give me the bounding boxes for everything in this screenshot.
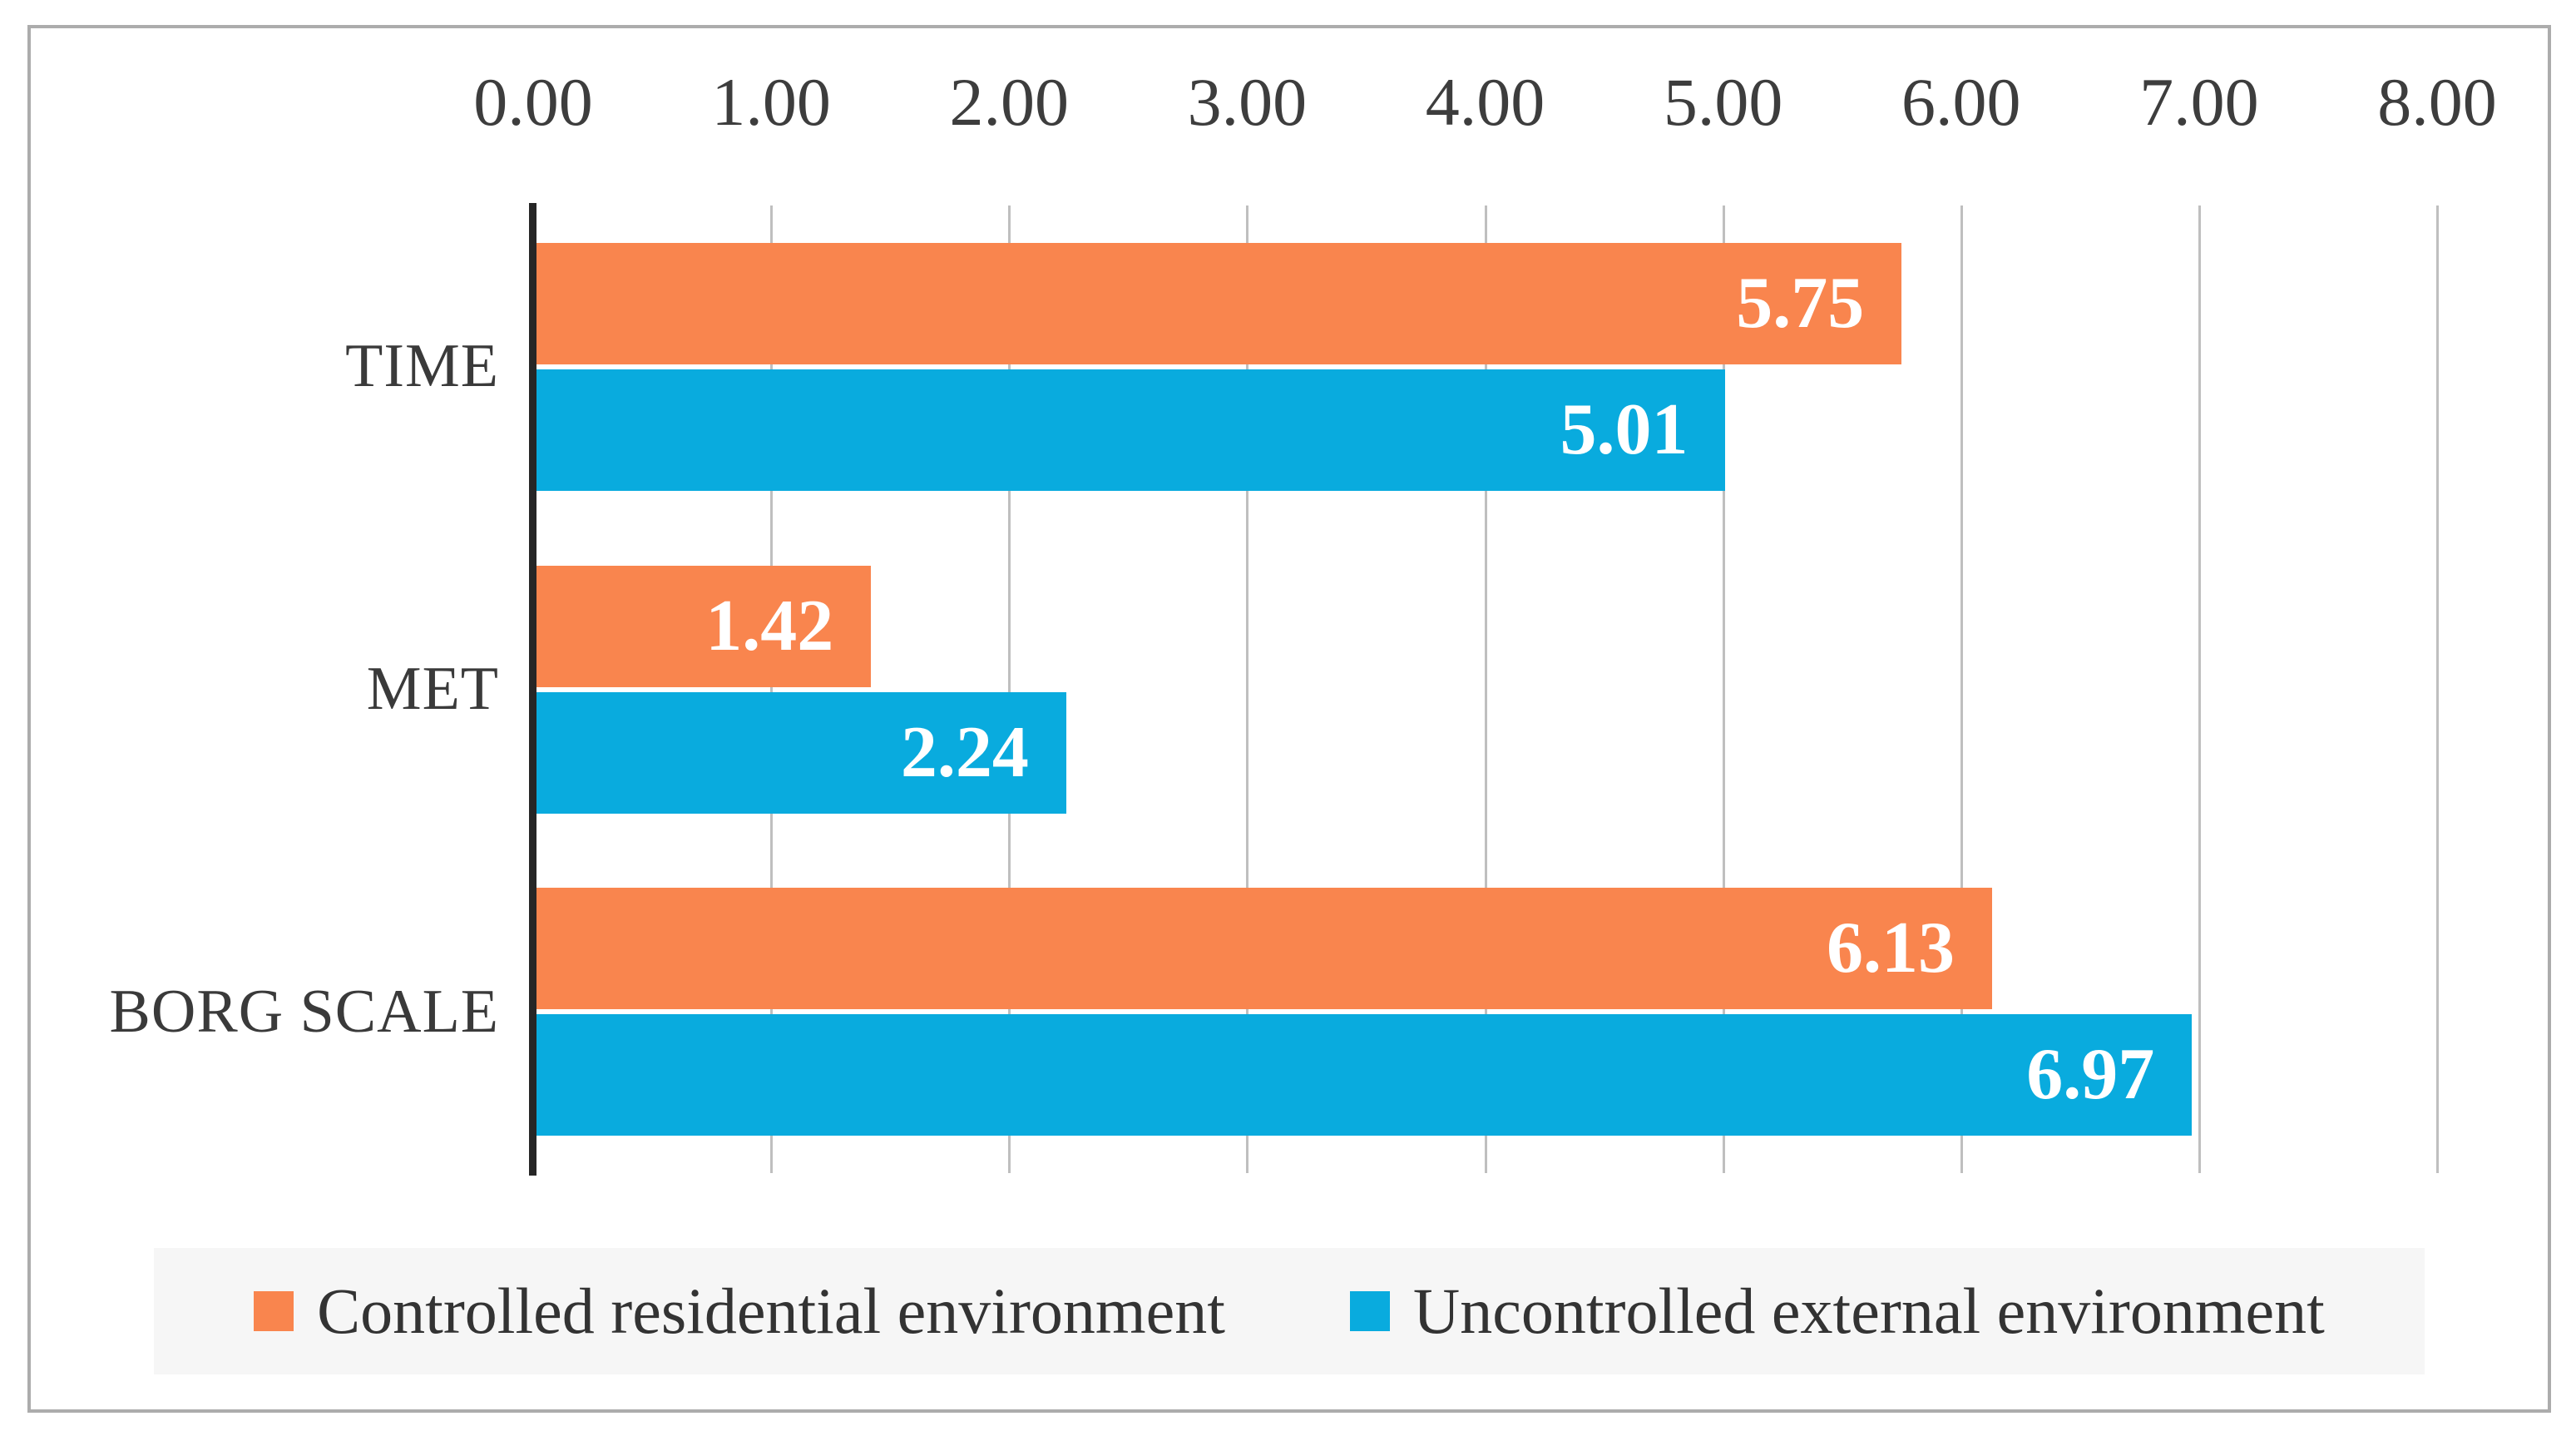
legend: Controlled residential environment Uncont… <box>154 1248 2425 1374</box>
x-axis-tick-label: 3.00 <box>1187 64 1308 140</box>
bar-rows: 5.75 5.01 1.42 2.24 6.13 6.97 <box>533 205 2437 1173</box>
gridline <box>1246 205 1249 1173</box>
x-axis-tick-label: 1.00 <box>711 64 831 140</box>
x-axis: 0.00 1.00 2.00 3.00 4.00 5.00 6.00 7.00 8.00 <box>473 64 2497 160</box>
gridline <box>770 205 774 1173</box>
category-label: MET <box>366 655 499 723</box>
legend-item: Uncontrolled external environment <box>1349 1275 2325 1347</box>
gridline <box>2198 205 2201 1173</box>
bar-series-2: 2.24 <box>533 691 1066 814</box>
plot-area: 5.75 5.01 1.42 2.24 6.13 6.97 <box>529 203 2439 1176</box>
category-label: TIME <box>345 332 499 401</box>
bar-value-label: 1.42 <box>705 585 834 666</box>
bar-value-label: 5.01 <box>1560 389 1688 470</box>
x-axis-tick-label: 6.00 <box>1901 64 2021 140</box>
bar-series-2: 5.01 <box>533 369 1726 491</box>
y-axis-line <box>529 203 536 1176</box>
legend-label: Controlled residential environment <box>317 1275 1225 1347</box>
bar-series-1: 6.13 <box>533 888 1992 1010</box>
bar-group: 6.13 6.97 <box>533 850 2437 1173</box>
gridline <box>1008 205 1011 1173</box>
category-label: BORG SCALE <box>109 977 499 1046</box>
bar-value-label: 6.97 <box>2026 1034 2155 1116</box>
bar-series-1: 5.75 <box>533 242 1902 364</box>
category-axis: TIME MET BORG SCALE <box>33 205 499 1173</box>
gridline <box>2436 205 2439 1173</box>
bar-series-1: 1.42 <box>533 565 872 687</box>
x-axis-tick-label: 5.00 <box>1663 64 1783 140</box>
bar-value-label: 5.75 <box>1736 262 1865 344</box>
x-axis-tick-label: 4.00 <box>1425 64 1545 140</box>
x-axis-tick-label: 2.00 <box>949 64 1070 140</box>
bar-value-label: 2.24 <box>900 711 1029 793</box>
legend-label: Uncontrolled external environment <box>1412 1275 2325 1347</box>
gridline <box>1484 205 1487 1173</box>
x-axis-tick-label: 7.00 <box>2139 64 2259 140</box>
bar-value-label: 6.13 <box>1826 908 1955 989</box>
gridline <box>1722 205 1725 1173</box>
gridline <box>1960 205 1963 1173</box>
legend-item: Controlled residential environment <box>254 1279 1225 1344</box>
x-axis-tick-label: 8.00 <box>2377 64 2497 140</box>
bar-group: 1.42 2.24 <box>533 528 2437 851</box>
x-axis-tick-label: 0.00 <box>473 64 593 140</box>
legend-color-swatch-icon <box>1349 1291 1390 1331</box>
legend-color-swatch-icon <box>254 1291 294 1331</box>
bar-series-2: 6.97 <box>533 1014 2193 1136</box>
bar-group: 5.75 5.01 <box>533 205 2437 528</box>
